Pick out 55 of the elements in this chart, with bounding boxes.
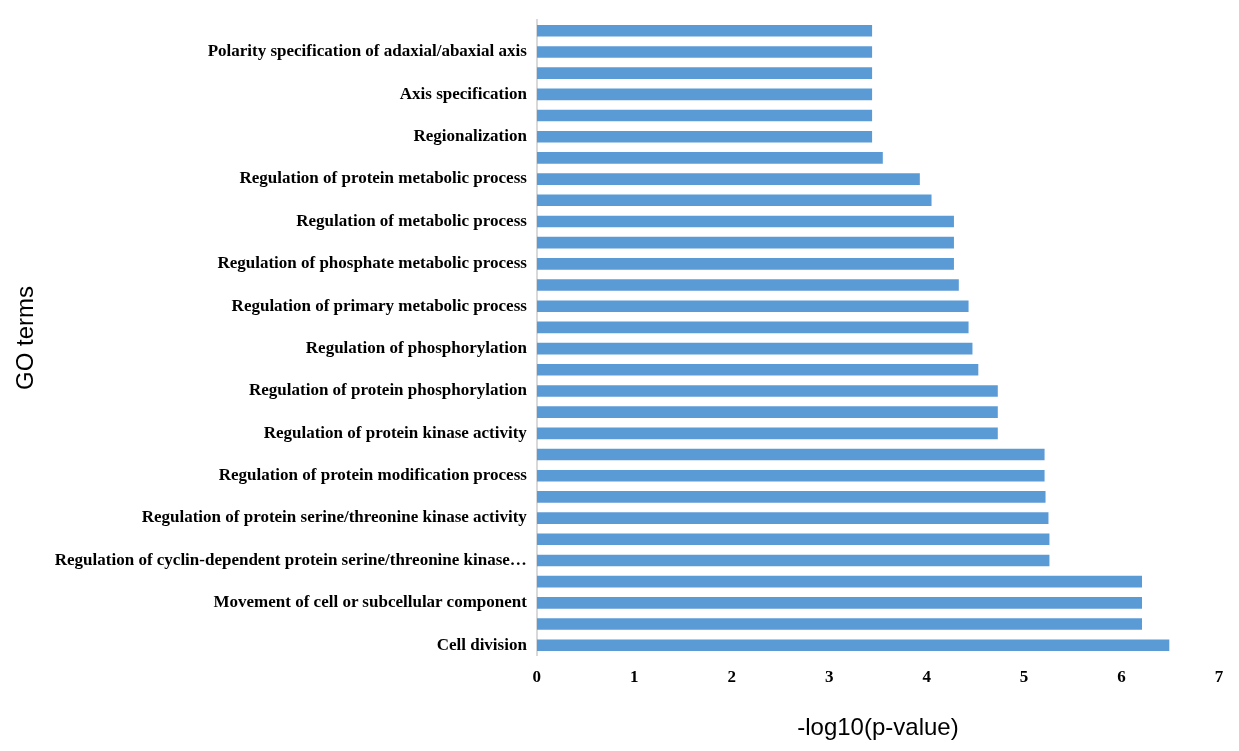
bar xyxy=(536,342,973,355)
bar xyxy=(536,321,969,334)
bar xyxy=(536,554,1050,567)
y-tick-label: Regulation of protein metabolic process xyxy=(239,168,528,188)
bar xyxy=(536,46,873,58)
y-tick-label: Polarity specification of adaxial/abaxial axis xyxy=(207,41,528,61)
x-tick-label: 3 xyxy=(824,667,834,687)
x-tick-label: 0 xyxy=(532,667,542,687)
bar xyxy=(536,236,954,249)
x-axis-title: -log10(p-value) xyxy=(797,713,959,741)
y-tick-label: Regulation of protein phosphorylation xyxy=(249,380,528,400)
y-tick-label: Cell division xyxy=(436,634,528,654)
bar xyxy=(536,24,873,37)
y-tick-label: Regulation of primary metabolic process xyxy=(231,295,528,315)
bar xyxy=(536,597,1143,609)
bar xyxy=(536,258,954,270)
y-tick-label: Regulation of phosphorylation xyxy=(305,337,528,357)
bar xyxy=(536,67,873,79)
bar xyxy=(536,152,883,164)
bar xyxy=(536,279,959,291)
bar xyxy=(536,88,873,101)
x-tick-label: 6 xyxy=(1117,667,1126,687)
bar xyxy=(536,533,1050,546)
bar xyxy=(536,109,873,122)
y-tick-label: Regulation of cyclin-dependent protein serine/threonine kinase… xyxy=(54,549,527,569)
bar xyxy=(536,448,1045,461)
y-tick-label: Movement of cell or subcellular component xyxy=(213,592,528,612)
y-tick-label: Regulation of metabolic process xyxy=(296,210,528,230)
bar xyxy=(536,194,932,207)
x-tick-label: 4 xyxy=(922,667,932,687)
y-tick-label: Regulation of protein serine/threonine kinase activity xyxy=(141,507,528,527)
bar xyxy=(536,512,1049,524)
x-tick-label: 5 xyxy=(1019,667,1029,687)
y-tick-label: Axis specification xyxy=(399,83,528,103)
bar xyxy=(536,385,998,397)
x-tick-label: 7 xyxy=(1214,667,1224,687)
bar xyxy=(536,173,920,185)
y-tick-label: Regulation of protein kinase activity xyxy=(263,422,528,442)
bar xyxy=(536,575,1143,588)
bar xyxy=(536,300,969,313)
bar xyxy=(536,491,1046,503)
bar xyxy=(536,215,954,228)
bar xyxy=(536,406,998,418)
bar xyxy=(536,469,1045,482)
bar xyxy=(536,363,979,376)
x-tick-label: 1 xyxy=(630,667,639,687)
bar xyxy=(536,618,1143,630)
x-tick-label: 2 xyxy=(727,667,737,687)
y-axis-title: GO terms xyxy=(11,285,39,391)
y-tick-label: Regulation of phosphate metabolic process xyxy=(217,253,528,273)
bar xyxy=(536,427,998,440)
y-tick-label: Regionalization xyxy=(413,126,528,146)
bar xyxy=(536,639,1170,652)
y-tick-label: Regulation of protein modification process xyxy=(218,465,528,485)
bar xyxy=(536,130,873,143)
